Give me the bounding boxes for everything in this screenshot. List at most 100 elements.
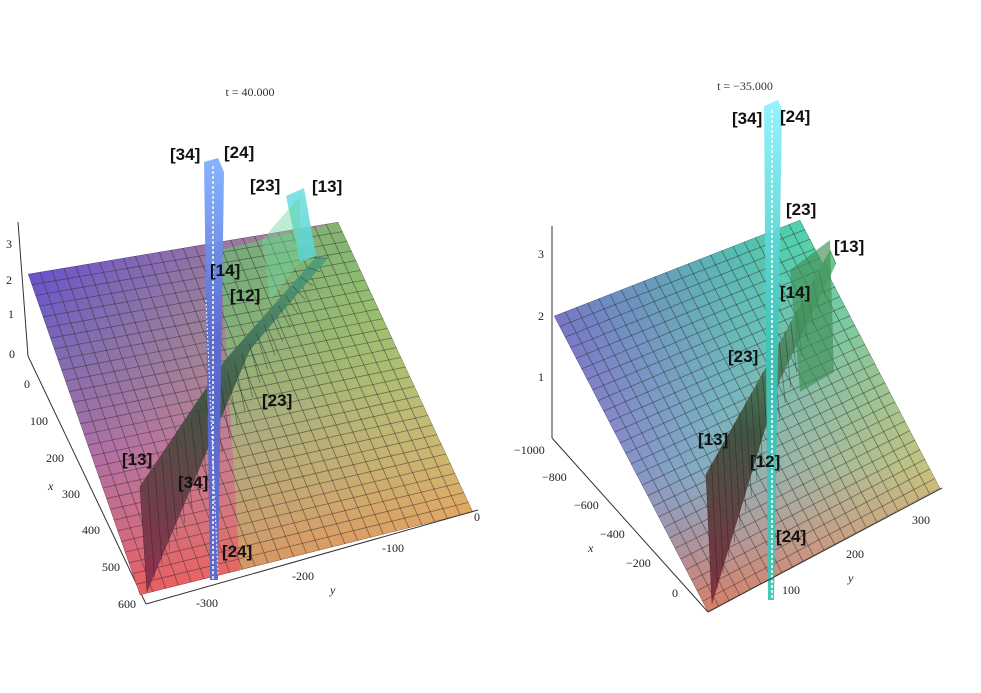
wall-mesh-line: [307, 267, 321, 273]
y-tick-label: -300: [196, 596, 218, 610]
y-tick-label: 100: [782, 583, 800, 597]
x-tick-label: 200: [46, 451, 64, 465]
wall-mesh-line: [278, 305, 291, 328]
annotation-label: [24]: [222, 542, 252, 561]
wall-mesh-line: [227, 371, 238, 426]
wall-mesh-line: [249, 343, 261, 384]
grid-line: [575, 257, 821, 359]
wall-mesh-line: [745, 402, 752, 496]
grid-line: [136, 501, 469, 585]
annotation-label: [13]: [698, 430, 728, 449]
wall-mesh-line: [176, 438, 186, 523]
annotation-label: [23]: [250, 176, 280, 195]
annotation-label: [24]: [224, 143, 254, 162]
y-tick-label: 200: [846, 547, 864, 561]
wall-mesh-line: [219, 381, 231, 439]
z-tick-label: 3: [6, 237, 12, 251]
wall-mesh-line: [263, 324, 276, 356]
plot-title-right: t = −35.000: [717, 79, 773, 93]
wall-mesh-line: [256, 333, 269, 370]
annotations-left: [34] [24] [23] [13] [14] [12] [23] [13] …: [122, 143, 342, 561]
grid-line: [691, 458, 926, 581]
grid-line: [35, 240, 348, 296]
wall-mesh-line: [778, 341, 786, 404]
z-tick-label: 0: [9, 347, 15, 361]
x-tick-label: −200: [626, 556, 651, 570]
annotation-label: [34]: [178, 473, 208, 492]
annotation-label: [23]: [786, 200, 816, 219]
y-axis-right: 100 200 300 y: [707, 487, 943, 613]
grid-line: [702, 478, 936, 602]
grid-line: [586, 277, 831, 380]
annotation-label: [14]: [780, 283, 810, 302]
z-tick-label: 3: [538, 247, 544, 261]
annotation-label: [12]: [230, 286, 260, 305]
grid-line: [31, 231, 343, 286]
annotation-label: [24]: [780, 107, 810, 126]
grid-line: [95, 395, 420, 467]
wall-mesh-line: [139, 485, 148, 593]
x-tick-label: −600: [574, 498, 599, 512]
wall-mesh-line: [784, 331, 792, 388]
grid-line: [91, 385, 415, 457]
x-axis-title: x: [587, 541, 594, 555]
wall-mesh-line: [739, 412, 747, 512]
wall-mesh-line: [197, 409, 208, 481]
grid-line: [65, 318, 384, 382]
x-axis-right: −1000 −800 −600 −400 −200 0 x: [514, 437, 709, 613]
x-tick-label: 400: [82, 523, 100, 537]
y-tick-label: -200: [292, 569, 314, 583]
surface-plot-left: t = 40.000 3 2 1 0 0 100 200 300: [6, 85, 480, 611]
grid-line: [647, 382, 886, 497]
grid-line: [128, 482, 460, 564]
wall-mesh-line: [711, 463, 718, 589]
grid-line: [98, 405, 424, 478]
wall-mesh-line: [722, 443, 730, 558]
plot-title-left: t = 40.000: [225, 85, 274, 99]
wall-mesh-line: [733, 423, 741, 527]
z-tick-label: 2: [6, 273, 12, 287]
x-tick-label: −400: [600, 527, 625, 541]
wall-mesh-line: [728, 433, 735, 543]
x-tick-label: 500: [102, 560, 120, 574]
annotation-label: [23]: [262, 391, 292, 410]
wall-mesh-line: [292, 286, 306, 300]
wall-mesh-line: [270, 314, 284, 342]
wall-mesh-line: [829, 249, 837, 265]
x-tick-label: 0: [672, 586, 678, 600]
annotation-label: [34]: [732, 109, 762, 128]
grid-line: [663, 411, 901, 528]
x-tick-label: −1000: [514, 443, 545, 457]
grid-line: [581, 267, 826, 370]
wall-mesh-line: [234, 362, 246, 412]
wall-mesh-line: [146, 476, 155, 579]
x-tick-label: 600: [118, 597, 136, 611]
wall-mesh-line: [705, 473, 713, 605]
grid-line: [83, 366, 406, 435]
wall-mesh-line: [190, 419, 201, 495]
grid-line: [28, 222, 339, 275]
z-tick-label: 1: [8, 307, 14, 321]
y-axis-title: y: [329, 583, 336, 597]
grid-line: [42, 260, 357, 318]
annotations-right: [34] [24] [23] [13] [14] [23] [13] [12] …: [698, 107, 864, 546]
annotation-label: [13]: [312, 177, 342, 196]
wall-mesh-line: [168, 447, 178, 537]
x-axis-left: 0 100 200 300 400 500 600 x: [24, 377, 136, 611]
wall-mesh-line: [750, 392, 758, 481]
y-tick-label: 0: [474, 510, 480, 524]
z-axis-right: 3 2 1: [538, 226, 553, 438]
grid-line: [658, 401, 896, 518]
y-axis-left: -300 -200 -100 0 y: [145, 509, 480, 610]
wall-mesh-line: [756, 382, 764, 465]
wall-mesh-line: [716, 453, 724, 574]
wall-mesh-line: [300, 276, 314, 287]
wall-mesh-line: [241, 352, 253, 398]
grid-line: [124, 472, 456, 553]
z-tick-label: 2: [538, 309, 544, 323]
wall-mesh-line: [183, 428, 193, 509]
annotation-label: [13]: [834, 237, 864, 256]
wall-mesh-line: [285, 295, 299, 314]
wall-mesh-line: [790, 321, 797, 373]
